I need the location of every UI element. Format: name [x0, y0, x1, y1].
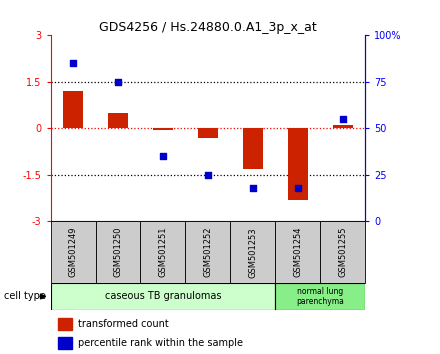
Bar: [185, 221, 231, 283]
Text: GSM501252: GSM501252: [203, 227, 213, 278]
Bar: [63, 91, 83, 128]
Bar: [59, 318, 72, 330]
Text: GSM501249: GSM501249: [69, 227, 77, 278]
Point: [204, 172, 211, 178]
Point: [70, 61, 77, 66]
Bar: [140, 221, 185, 283]
Text: GSM501253: GSM501253: [248, 227, 257, 278]
Text: percentile rank within the sample: percentile rank within the sample: [78, 338, 243, 348]
Point: [294, 185, 301, 190]
Bar: [333, 125, 353, 128]
Bar: [231, 221, 275, 283]
Point: [159, 153, 166, 159]
Bar: [95, 221, 140, 283]
Text: cell type: cell type: [4, 291, 46, 301]
Bar: [108, 113, 128, 128]
Bar: [51, 221, 95, 283]
Point: [114, 79, 121, 85]
Bar: [275, 221, 320, 283]
Bar: [198, 128, 218, 138]
Title: GDS4256 / Hs.24880.0.A1_3p_x_at: GDS4256 / Hs.24880.0.A1_3p_x_at: [99, 21, 317, 34]
Text: GSM501254: GSM501254: [293, 227, 302, 278]
Text: normal lung
parenchyma: normal lung parenchyma: [296, 287, 344, 306]
Bar: [153, 128, 173, 130]
Bar: [59, 337, 72, 349]
Text: GSM501250: GSM501250: [114, 227, 122, 278]
Point: [249, 185, 257, 190]
Text: transformed count: transformed count: [78, 319, 169, 329]
Text: GSM501255: GSM501255: [338, 227, 347, 278]
Text: GSM501251: GSM501251: [158, 227, 168, 278]
Bar: [51, 283, 275, 310]
Bar: [320, 221, 365, 283]
Bar: [243, 128, 263, 169]
Bar: [275, 283, 365, 310]
Bar: [288, 128, 308, 200]
Text: caseous TB granulomas: caseous TB granulomas: [105, 291, 221, 302]
Point: [339, 116, 346, 122]
